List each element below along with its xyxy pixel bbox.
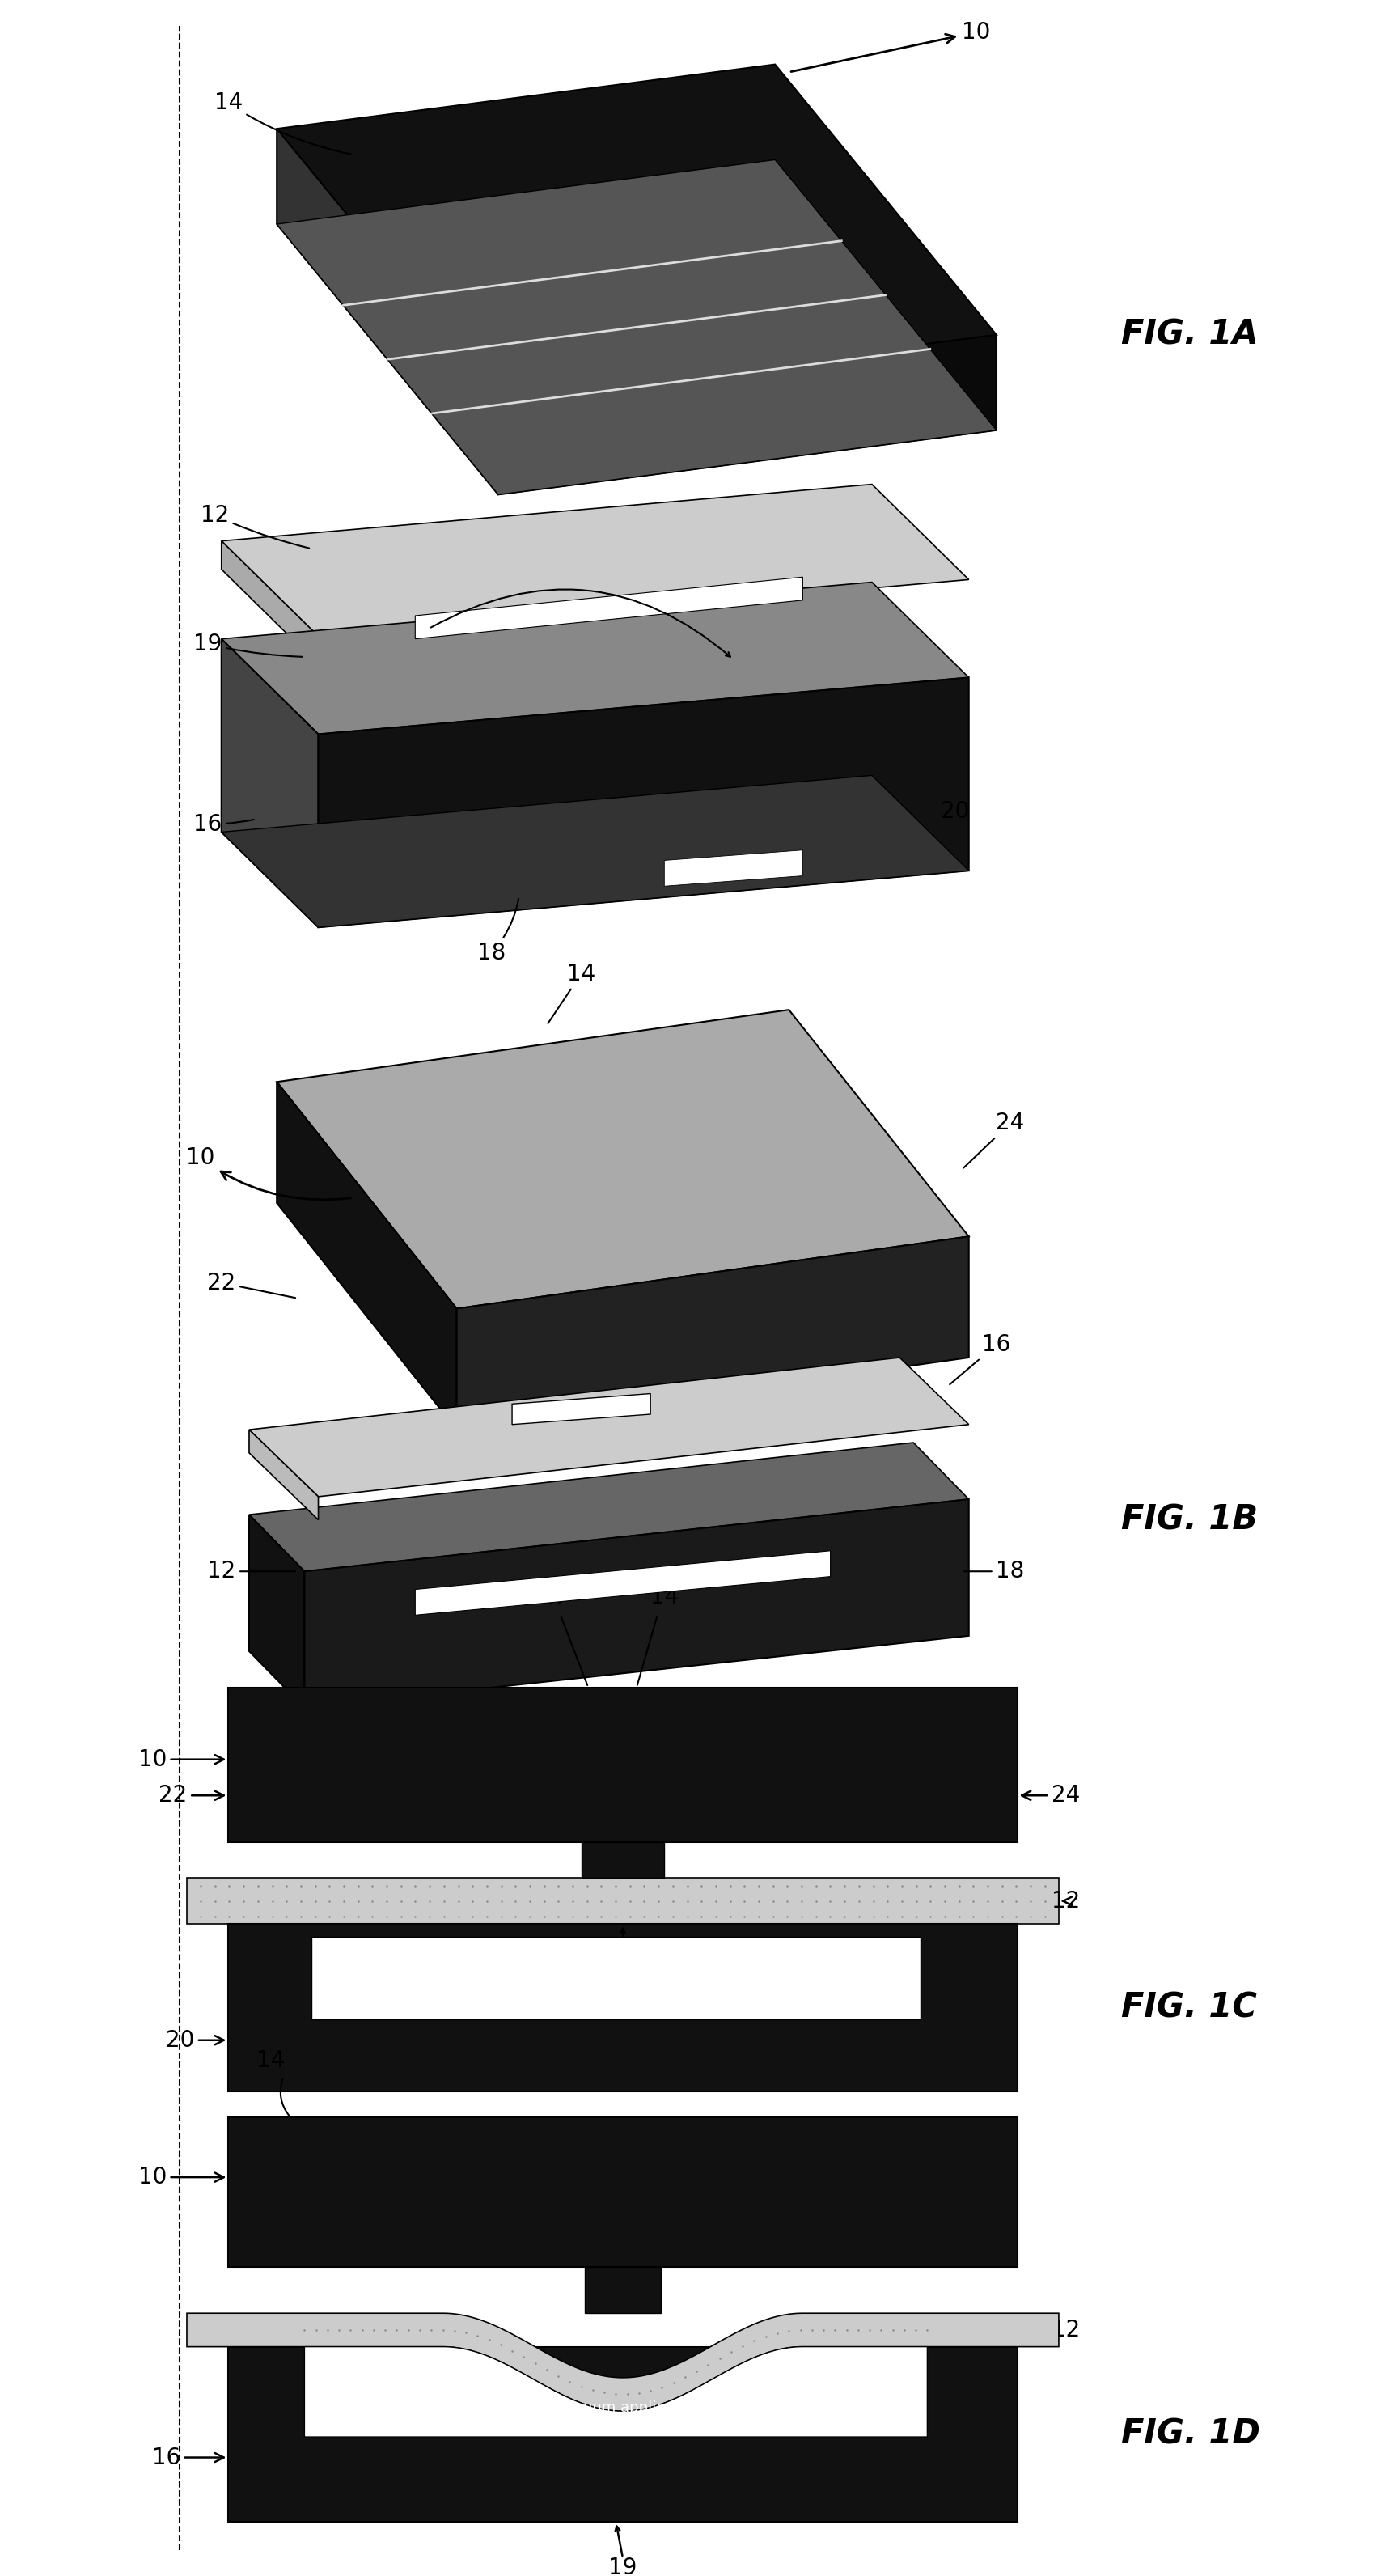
Text: 14: 14 [650,1587,678,1607]
Text: 18: 18 [965,1561,1024,1582]
Text: 24: 24 [1021,1785,1080,1806]
Polygon shape [249,1443,969,1571]
Bar [584,2267,660,2313]
Text: FIG. 1C: FIG. 1C [1121,1991,1257,2025]
Text: 10: 10 [792,21,991,72]
Polygon shape [304,1499,969,1708]
Text: 12: 12 [208,1561,295,1582]
Text: 14: 14 [215,93,350,155]
Text: 12: 12 [1046,2318,1080,2342]
Bar [228,2347,1017,2522]
Text: 19: 19 [194,634,302,657]
Bar [187,1878,1059,1924]
Text: 10: 10 [138,2166,224,2190]
Polygon shape [221,541,318,665]
Bar [228,1924,1017,2092]
Polygon shape [221,639,318,927]
Text: 20: 20 [166,2030,224,2050]
Text: 16: 16 [194,814,253,835]
Text: FIG. 1B: FIG. 1B [1121,1502,1258,1538]
Text: 22: 22 [159,1785,224,1806]
Polygon shape [457,1236,969,1430]
Polygon shape [221,775,969,927]
Polygon shape [318,677,969,927]
Polygon shape [304,2347,927,2437]
Polygon shape [664,850,803,886]
Polygon shape [498,335,996,495]
Text: 14: 14 [256,2050,285,2071]
Text: 17: 17 [785,366,941,397]
Bar [311,1937,920,2020]
Text: 16: 16 [949,1334,1010,1383]
Polygon shape [415,1551,830,1615]
Polygon shape [277,129,498,495]
Text: FIG. 1D: FIG. 1D [1121,2416,1259,2452]
Text: 22: 22 [208,1273,295,1298]
Polygon shape [415,577,803,639]
Bar [228,1687,1017,1842]
Polygon shape [221,484,969,636]
Polygon shape [277,160,996,495]
Text: 14: 14 [548,963,595,1023]
Polygon shape [187,2313,1059,2411]
Text: 12: 12 [1052,1891,1080,1911]
Text: 19: 19 [609,2558,637,2576]
Polygon shape [277,1010,969,1309]
Bar [581,1842,664,1878]
Text: 16: 16 [609,1945,637,1965]
Text: 17: 17 [540,1587,567,1607]
Text: 20: 20 [941,801,969,822]
Text: 12: 12 [201,505,309,549]
Polygon shape [277,64,996,399]
Polygon shape [249,1358,969,1497]
Polygon shape [221,582,969,734]
Text: Vacuum applied: Vacuum applied [558,2401,674,2416]
Polygon shape [277,1082,457,1430]
Text: 18: 18 [477,899,519,963]
Text: 10: 10 [185,1146,350,1200]
Polygon shape [512,1394,650,1425]
Polygon shape [249,1430,318,1520]
Text: FIG. 1A: FIG. 1A [1121,317,1258,353]
Text: Atmospheric pressure: Atmospheric pressure [536,1971,696,1986]
Bar [228,2117,1017,2267]
Text: 16: 16 [152,2447,224,2468]
Text: 24: 24 [963,1113,1024,1167]
Text: 10: 10 [138,1749,224,1770]
Polygon shape [249,1515,304,1708]
